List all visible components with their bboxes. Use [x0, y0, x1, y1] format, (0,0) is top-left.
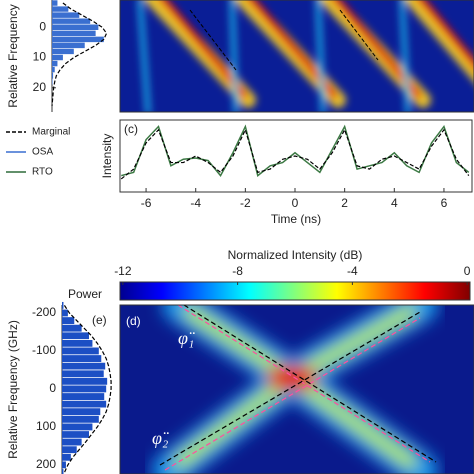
- panel-label: (c): [124, 122, 138, 136]
- x-tick-label: -4: [190, 196, 201, 210]
- legend-label: OSA: [32, 147, 53, 158]
- x-tick-label: -2: [240, 196, 251, 210]
- y-tick-label: -200: [32, 305, 56, 319]
- colorbar-tick-label: -4: [347, 264, 358, 278]
- panel-title: Power: [68, 287, 102, 301]
- panel-label: (e): [92, 313, 107, 327]
- y-tick-label: 20: [33, 80, 47, 94]
- x-tick-label: -6: [141, 196, 152, 210]
- x-tick-label: 4: [391, 196, 398, 210]
- y-tick-label: 0: [39, 19, 46, 33]
- intensity-line: [121, 124, 470, 177]
- legend: Marginal OSA RTO: [6, 127, 70, 178]
- colorbar-tick-label: -8: [232, 264, 243, 278]
- x-tick-label: 0: [292, 196, 299, 210]
- y-tick-label: 100: [36, 419, 56, 433]
- marginal-curve: [63, 305, 112, 473]
- y-tick-label: 0: [49, 381, 56, 395]
- x-axis-label: Time (ns): [271, 212, 321, 226]
- legend-label: RTO: [32, 167, 53, 178]
- y-tick-label: 200: [36, 457, 56, 471]
- spectrogram-bottom: [120, 305, 474, 474]
- colorbar: [119, 281, 471, 301]
- y-tick-label: -100: [32, 343, 56, 357]
- panel-label: (d): [126, 314, 141, 328]
- x-tick-label: 6: [441, 196, 448, 210]
- y-axis-label: Relative Frequency: [6, 4, 20, 107]
- x-tick-label: 2: [341, 196, 348, 210]
- y-axis-label: Relative Frequency (GHz): [6, 320, 20, 459]
- colorbar-tick-label: 0: [464, 264, 471, 278]
- intensity-line: [120, 128, 470, 180]
- plot-frame: [119, 119, 473, 193]
- legend-label: Marginal: [32, 127, 70, 138]
- annotation: φ̈₂: [152, 428, 169, 448]
- colorbar-title: Normalized Intensity (dB): [228, 248, 363, 262]
- annotation: φ̈₁: [178, 328, 195, 348]
- spectrogram-top: [120, 0, 474, 112]
- marginal-curve: [51, 2, 108, 106]
- y-axis-label: Intensity: [100, 134, 114, 179]
- y-tick-label: 10: [33, 50, 47, 64]
- colorbar-tick-label: -12: [114, 264, 132, 278]
